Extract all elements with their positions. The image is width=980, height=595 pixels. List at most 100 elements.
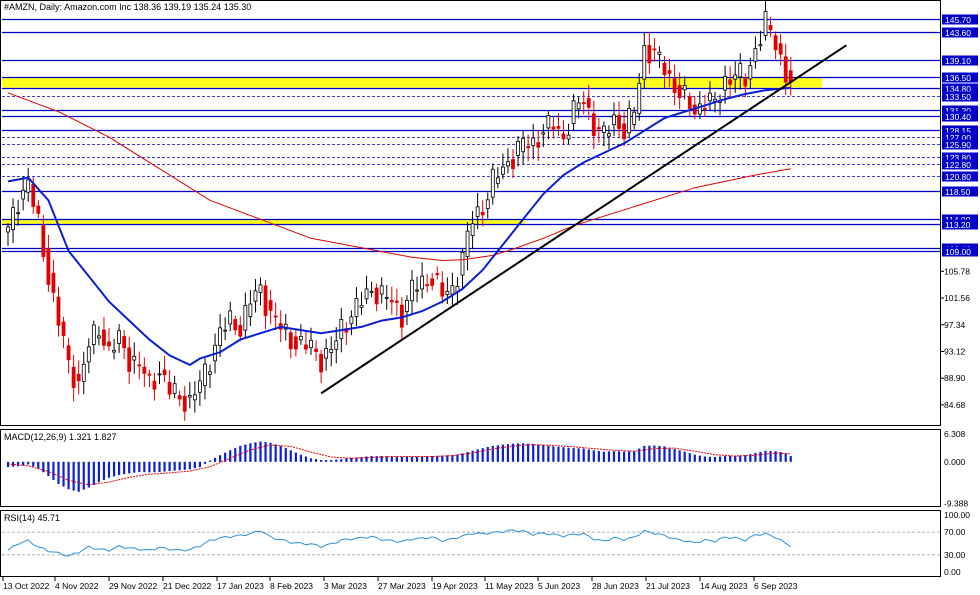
- price-tick-label-1: 101.56: [944, 293, 970, 303]
- rsi-label: RSI(14) 45.71: [4, 513, 60, 523]
- level-label-1: 143.60: [945, 28, 971, 38]
- candle-body-20: [107, 341, 111, 347]
- candle-body-143: [728, 79, 733, 85]
- candle-body-103: [526, 146, 531, 149]
- candle-body-107: [546, 115, 551, 129]
- candle-body-21: [112, 349, 116, 353]
- ma200-line: [7, 92, 791, 262]
- level-label-2: 139.10: [945, 56, 971, 66]
- level-tag-7: [942, 111, 978, 122]
- macd-label: MACD(12,26,9) 1.321 1.827: [4, 432, 117, 442]
- candle-body-80: [410, 279, 414, 302]
- candle-body-81: [415, 289, 419, 292]
- candle-body-88: [450, 285, 455, 295]
- candle-body-127: [647, 45, 652, 64]
- candle-body-11: [61, 321, 66, 336]
- candle-body-91: [465, 230, 470, 258]
- candle-body-53: [273, 315, 278, 318]
- level-label-14: 118.50: [945, 187, 971, 197]
- level-tag-4: [942, 83, 978, 94]
- candle-body-152: [773, 35, 778, 51]
- candle-body-56: [288, 332, 293, 350]
- time-label-11: 28 Jun 2023: [592, 581, 639, 591]
- candle-body-40: [208, 371, 212, 375]
- time-label-6: 3 Mar 2023: [324, 581, 367, 591]
- macd-indicator: 6.308 0.000 -9.388: [6, 429, 968, 508]
- candle-body-93: [475, 206, 480, 217]
- level-tag-1: [942, 27, 978, 38]
- candle-body-95: [485, 199, 490, 210]
- time-label-1: 4 Nov 2022: [55, 581, 99, 591]
- candle-body-76: [389, 300, 394, 303]
- candle-body-75: [384, 297, 389, 299]
- candle-body-48: [248, 303, 253, 317]
- candle-body-36: [187, 395, 192, 398]
- candle-body-64: [329, 349, 334, 354]
- time-label-5: 8 Feb 2023: [270, 581, 313, 591]
- candle-body-123: [627, 107, 632, 134]
- level-label-13: 120.80: [945, 172, 971, 182]
- rsi-axis-label-0: 100.00: [944, 510, 970, 520]
- candle-body-149: [758, 44, 763, 47]
- candle-body-133: [677, 85, 682, 98]
- level-tag-10: [942, 139, 978, 150]
- candle-body-5: [31, 184, 36, 207]
- candle-body-46: [238, 325, 243, 337]
- rsi-indicator: 100.00 70.00 30.00 0.00: [2, 510, 970, 577]
- candle-body-25: [132, 355, 137, 361]
- candle-body-27: [142, 366, 147, 374]
- level-tag-2: [942, 55, 978, 66]
- time-label-13: 14 Aug 2023: [700, 581, 748, 591]
- candle-body-90: [460, 251, 465, 276]
- candle-body-118: [602, 125, 606, 133]
- candle-body-109: [556, 126, 561, 129]
- candle-body-108: [551, 126, 556, 130]
- time-label-2: 29 Nov 2022: [109, 581, 157, 591]
- candle-body-33: [172, 383, 177, 394]
- candle-body-120: [612, 114, 616, 126]
- candle-body-94: [480, 211, 485, 216]
- candle-body-100: [511, 159, 515, 169]
- candle-body-139: [708, 92, 712, 102]
- level-label-10: 125.90: [945, 140, 971, 150]
- candle-body-43: [223, 329, 228, 332]
- candle-body-110: [561, 133, 566, 140]
- candle-body-65: [334, 340, 339, 350]
- candle-body-6: [36, 205, 41, 214]
- rsi-axis-label-3: 0.00: [944, 567, 961, 577]
- candle-body-132: [672, 78, 677, 93]
- time-label-14: 6 Sep 2023: [754, 581, 798, 591]
- candle-body-79: [405, 300, 409, 312]
- candle-body-3: [21, 189, 26, 200]
- candle-body-32: [167, 381, 172, 395]
- candle-body-37: [192, 394, 197, 401]
- level-tag-6: [942, 105, 978, 116]
- time-axis: 13 Oct 2022 4 Nov 2022 29 Nov 2022 21 Dec 2…: [2, 577, 798, 591]
- macd-axis-label-2: -9.388: [944, 498, 968, 508]
- candle-body-71: [364, 288, 369, 300]
- candle-body-19: [102, 329, 106, 346]
- candle-body-0: [6, 226, 10, 233]
- rsi-axis-label-2: 30.00: [944, 550, 966, 560]
- support-zones: [2, 76, 822, 225]
- macd-signal-line: [7, 444, 791, 486]
- trendline: [320, 44, 847, 395]
- candle-body-45: [233, 319, 238, 331]
- level-label-0: 145.70: [945, 15, 971, 25]
- candle-body-128: [652, 48, 657, 51]
- candle-body-68: [349, 316, 354, 325]
- candle-body-153: [778, 43, 783, 55]
- candle-body-4: [26, 179, 31, 193]
- candle-body-138: [703, 108, 707, 110]
- candle-body-86: [440, 282, 445, 297]
- candle-body-69: [354, 298, 359, 317]
- candle-body-101: [516, 140, 520, 156]
- candle-body-50: [258, 284, 263, 293]
- level-tag-8: [942, 125, 978, 136]
- rsi-axis-label-1: 70.00: [944, 527, 966, 537]
- time-label-9: 11 May 2023: [485, 581, 534, 591]
- price-tick-label-2: 97.34: [944, 320, 966, 330]
- level-label-9: 127.00: [945, 133, 971, 143]
- candle-body-58: [298, 335, 303, 341]
- level-label-12: 122.80: [945, 160, 971, 170]
